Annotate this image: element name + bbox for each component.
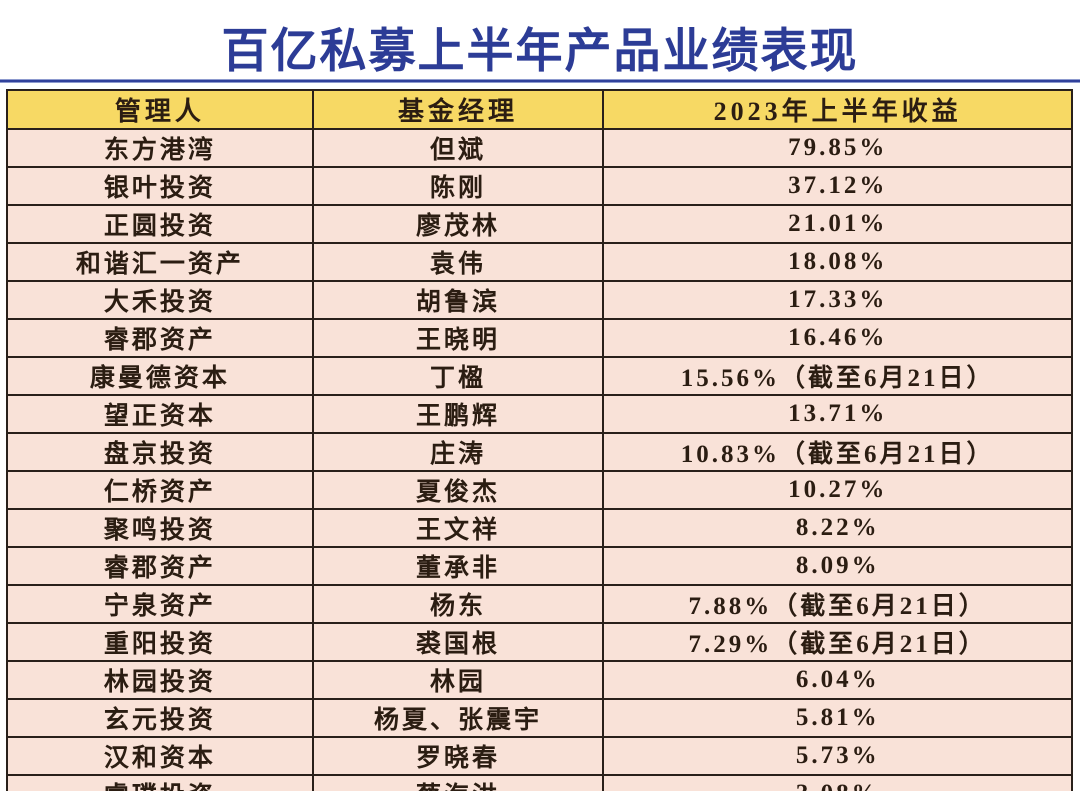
- fund-manager-cell: 丁楹: [311, 356, 605, 396]
- return-cell: 10.27%: [602, 470, 1073, 510]
- table-row: 睿郡资产 董承非 8.09%: [6, 546, 1073, 586]
- fund-manager-cell: 王文祥: [311, 508, 605, 548]
- manager-cell: 睿璞投资: [6, 774, 314, 791]
- return-cell: 3.08%: [602, 774, 1073, 791]
- table-row: 重阳投资 裘国根 7.29%（截至6月21日）: [6, 622, 1073, 662]
- manager-cell: 康曼德资本: [6, 356, 314, 396]
- manager-cell: 盘京投资: [6, 432, 314, 472]
- return-cell: 13.71%: [602, 394, 1073, 434]
- return-cell: 21.01%: [602, 204, 1073, 244]
- header-row: 管理人 基金经理 2023年上半年收益: [6, 89, 1073, 130]
- fund-manager-cell: 裘国根: [311, 622, 605, 662]
- return-cell: 5.73%: [602, 736, 1073, 776]
- page-title: 百亿私募上半年产品业绩表现: [221, 24, 859, 77]
- table-row: 宁泉资产 杨东 7.88%（截至6月21日）: [6, 584, 1073, 624]
- fund-manager-cell: 陈刚: [311, 166, 605, 206]
- table-row: 盘京投资 庄涛 10.83%（截至6月21日）: [6, 432, 1073, 472]
- manager-cell: 银叶投资: [6, 166, 314, 206]
- title-divider-line: [0, 79, 1080, 83]
- return-cell: 6.04%: [602, 660, 1073, 700]
- manager-cell: 汉和资本: [6, 736, 314, 776]
- manager-cell: 重阳投资: [6, 622, 314, 662]
- return-cell: 18.08%: [602, 242, 1073, 282]
- fund-manager-cell: 夏俊杰: [311, 470, 605, 510]
- return-cell: 15.56%（截至6月21日）: [602, 356, 1073, 396]
- table-row: 林园投资 林园 6.04%: [6, 660, 1073, 700]
- table-row: 康曼德资本 丁楹 15.56%（截至6月21日）: [6, 356, 1073, 396]
- table-row: 望正资本 王鹏辉 13.71%: [6, 394, 1073, 434]
- table-row: 玄元投资 杨夏、张震宇 5.81%: [6, 698, 1073, 738]
- manager-cell: 玄元投资: [6, 698, 314, 738]
- table-header: 管理人 基金经理 2023年上半年收益: [6, 89, 1073, 130]
- table-body: 东方港湾 但斌 79.85% 银叶投资 陈刚 37.12% 正圆投资 廖茂林 21.01% 和谐汇…: [6, 128, 1073, 791]
- fund-manager-cell: 蔡海洪: [311, 774, 605, 791]
- table-row: 仁桥资产 夏俊杰 10.27%: [6, 470, 1073, 510]
- fund-manager-cell: 董承非: [311, 546, 605, 586]
- manager-cell: 睿郡资产: [6, 546, 314, 586]
- manager-cell: 东方港湾: [6, 128, 314, 168]
- table-row: 东方港湾 但斌 79.85%: [6, 128, 1073, 168]
- header-return: 2023年上半年收益: [602, 89, 1073, 130]
- return-cell: 79.85%: [602, 128, 1073, 168]
- fund-manager-cell: 罗晓春: [311, 736, 605, 776]
- table-row: 聚鸣投资 王文祥 8.22%: [6, 508, 1073, 548]
- manager-cell: 林园投资: [6, 660, 314, 700]
- table-row: 和谐汇一资产 袁伟 18.08%: [6, 242, 1073, 282]
- table-row: 正圆投资 廖茂林 21.01%: [6, 204, 1073, 244]
- fund-manager-cell: 王晓明: [311, 318, 605, 358]
- fund-manager-cell: 林园: [311, 660, 605, 700]
- return-cell: 8.09%: [602, 546, 1073, 586]
- return-cell: 5.81%: [602, 698, 1073, 738]
- fund-manager-cell: 袁伟: [311, 242, 605, 282]
- manager-cell: 望正资本: [6, 394, 314, 434]
- return-cell: 17.33%: [602, 280, 1073, 320]
- return-cell: 7.88%（截至6月21日）: [602, 584, 1073, 624]
- fund-manager-cell: 胡鲁滨: [311, 280, 605, 320]
- return-cell: 7.29%（截至6月21日）: [602, 622, 1073, 662]
- fund-manager-cell: 庄涛: [311, 432, 605, 472]
- fund-manager-cell: 王鹏辉: [311, 394, 605, 434]
- manager-cell: 和谐汇一资产: [6, 242, 314, 282]
- fund-manager-cell: 杨东: [311, 584, 605, 624]
- manager-cell: 仁桥资产: [6, 470, 314, 510]
- manager-cell: 聚鸣投资: [6, 508, 314, 548]
- fund-manager-cell: 但斌: [311, 128, 605, 168]
- return-cell: 37.12%: [602, 166, 1073, 206]
- table-row: 大禾投资 胡鲁滨 17.33%: [6, 280, 1073, 320]
- table-row: 睿璞投资蔡海洪3.08%: [6, 774, 1073, 791]
- header-manager: 管理人: [6, 89, 314, 130]
- manager-cell: 正圆投资: [6, 204, 314, 244]
- table-row: 睿郡资产 王晓明 16.46%: [6, 318, 1073, 358]
- return-cell: 16.46%: [602, 318, 1073, 358]
- manager-cell: 大禾投资: [6, 280, 314, 320]
- manager-cell: 宁泉资产: [6, 584, 314, 624]
- fund-manager-cell: 杨夏、张震宇: [311, 698, 605, 738]
- manager-cell: 睿郡资产: [6, 318, 314, 358]
- fund-manager-cell: 廖茂林: [311, 204, 605, 244]
- table-row: 银叶投资 陈刚 37.12%: [6, 166, 1073, 206]
- header-fund-manager: 基金经理: [311, 89, 605, 130]
- performance-table: 管理人 基金经理 2023年上半年收益 东方港湾 但斌 79.85% 银叶投资 陈刚 37…: [6, 89, 1073, 791]
- return-cell: 10.83%（截至6月21日）: [602, 432, 1073, 472]
- return-cell: 8.22%: [602, 508, 1073, 548]
- table-row: 汉和资本 罗晓春 5.73%: [6, 736, 1073, 776]
